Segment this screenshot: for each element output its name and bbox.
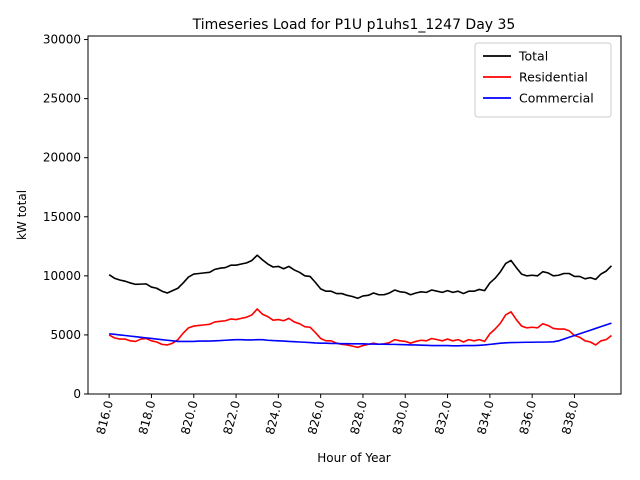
axes-frame — [87, 35, 622, 395]
chart-title: Timeseries Load for P1U p1uhs1_1247 Day … — [192, 17, 516, 33]
y-tick-label: 5000 — [50, 328, 81, 342]
x-axis-label: Hour of Year — [317, 451, 391, 465]
legend: Total Residential Commercial — [474, 42, 612, 118]
series-line-commercial — [109, 322, 612, 347]
series-line-residential — [108, 308, 612, 349]
legend-label-commercial: Commercial — [519, 91, 594, 106]
y-tick-label: 30000 — [43, 33, 81, 47]
legend-label-residential: Residential — [519, 70, 588, 85]
y-tick-label: 0 — [73, 387, 81, 401]
y-tick-label: 20000 — [43, 151, 81, 165]
y-axis-label: kW total — [15, 190, 29, 240]
y-tick-label: 25000 — [43, 92, 81, 106]
series-line-total — [108, 254, 613, 300]
y-tick-label: 10000 — [43, 269, 81, 283]
legend-label-total: Total — [518, 49, 548, 64]
y-tick-label: 15000 — [43, 210, 81, 224]
